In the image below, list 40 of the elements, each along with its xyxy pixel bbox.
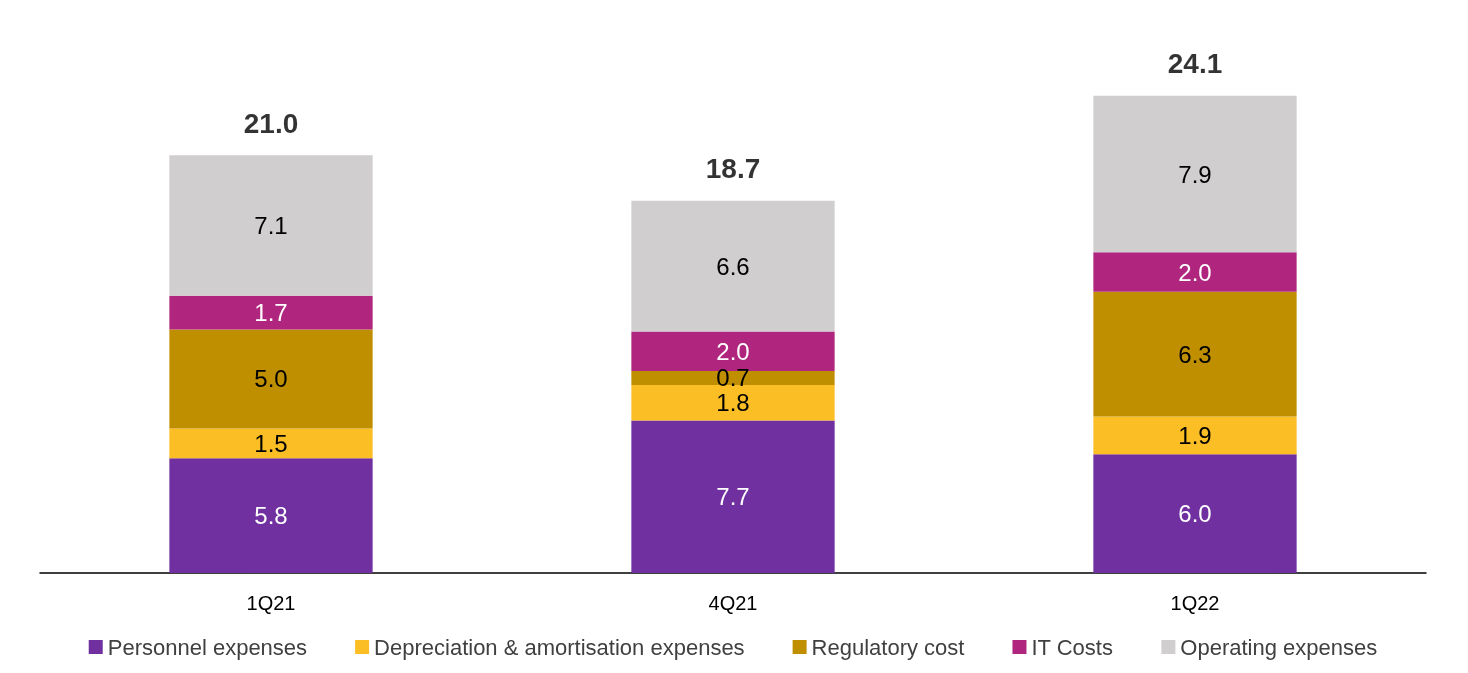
- bar: [1093, 291, 1297, 417]
- total-label: 18.7: [705, 153, 761, 185]
- data-label: 1.8: [716, 389, 750, 417]
- data-label: 1.5: [254, 429, 288, 457]
- legend-label: Depreciation & amortisation expenses: [374, 634, 745, 660]
- data-label: 7.7: [716, 483, 750, 511]
- bar: [169, 329, 373, 429]
- bar: [169, 428, 373, 459]
- data-label: 1.9: [1178, 421, 1212, 449]
- bar: [631, 420, 835, 573]
- data-label: 2.0: [716, 337, 750, 365]
- data-label: 2.0: [1178, 258, 1212, 286]
- bar: [169, 295, 373, 330]
- total-label: 24.1: [1167, 48, 1223, 80]
- data-label: 6.3: [1178, 340, 1212, 368]
- legend-label: Regulatory cost: [811, 634, 965, 660]
- bar: [1093, 95, 1297, 253]
- data-label: 6.0: [1178, 500, 1212, 528]
- x-tick-label: 1Q22: [1170, 592, 1220, 614]
- legend-label: Personnel expenses: [107, 634, 308, 660]
- data-label: 5.8: [254, 502, 288, 530]
- data-label: 6.6: [716, 252, 750, 280]
- legend-label: IT Costs: [1031, 634, 1113, 660]
- bar: [169, 458, 373, 573]
- bar: [1093, 454, 1297, 573]
- data-label: 7.9: [1178, 160, 1212, 188]
- bar: [1093, 252, 1297, 292]
- x-tick-label: 4Q21: [708, 592, 758, 614]
- total-label: 21.0: [243, 107, 299, 139]
- legend-label: Operating expenses: [1180, 634, 1378, 660]
- bar: [631, 371, 835, 385]
- x-tick-label: 1Q21: [246, 592, 296, 614]
- data-label: 5.0: [254, 365, 288, 393]
- bar: [631, 200, 835, 332]
- bar: [1093, 416, 1297, 455]
- bar: [631, 384, 835, 421]
- bar: [169, 155, 373, 296]
- data-label: 1.7: [254, 299, 288, 327]
- data-label: 0.7: [716, 364, 750, 392]
- data-label: 7.1: [254, 212, 288, 240]
